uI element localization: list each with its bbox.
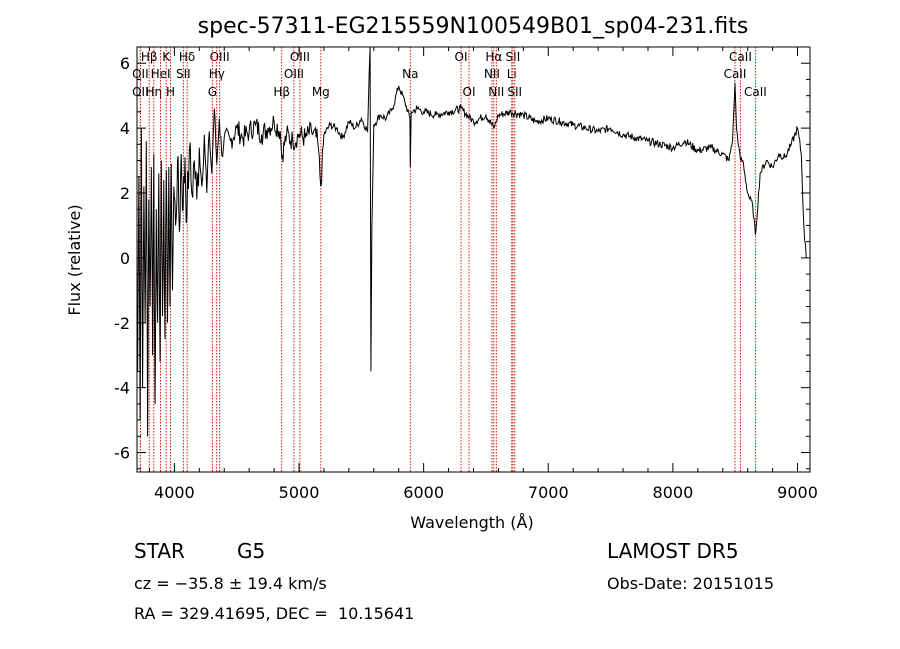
y-tick-label-0: -6 bbox=[114, 444, 130, 463]
line-marker-label-9: OIII bbox=[210, 50, 230, 64]
y-axis-label: Flux (relative) bbox=[65, 204, 84, 315]
line-marker-label-20: SII bbox=[506, 50, 521, 64]
y-tick-label-6: 6 bbox=[120, 54, 130, 73]
x-tick-label-5: 9000 bbox=[777, 483, 818, 502]
line-marker-label-0: Hβ bbox=[141, 50, 158, 64]
line-marker-label-25: CaII bbox=[729, 50, 752, 64]
x-tick-label-0: 4000 bbox=[154, 483, 195, 502]
line-marker-label-23: NII bbox=[488, 85, 504, 99]
line-marker-label-5: HeI bbox=[151, 67, 171, 81]
line-marker-label-19: Hα bbox=[485, 50, 502, 64]
line-marker-label-4: K bbox=[162, 50, 171, 64]
line-marker-label-24: SII bbox=[507, 85, 522, 99]
line-marker-label-26: CaII bbox=[724, 67, 747, 81]
spectrum-line bbox=[137, 46, 807, 437]
line-marker-label-21: NII bbox=[484, 67, 500, 81]
plot-frame bbox=[136, 46, 811, 473]
redshift-cz: cz = −35.8 ± 19.4 km/s bbox=[134, 574, 327, 593]
line-marker-label-27: CaII bbox=[744, 85, 767, 99]
ra-dec-coords: RA = 329.41695, DEC = 10.15641 bbox=[134, 604, 415, 623]
line-marker-label-15: Mg bbox=[312, 85, 330, 99]
object-subclass: G5 bbox=[237, 539, 266, 563]
line-marker-label-16: Na bbox=[402, 67, 418, 81]
line-marker-label-14: Hβ bbox=[273, 85, 290, 99]
line-marker-label-3: Hη bbox=[146, 85, 163, 99]
line-marker-label-22: Li bbox=[507, 67, 517, 81]
x-tick-label-3: 7000 bbox=[528, 483, 569, 502]
survey-label: LAMOST DR5 bbox=[607, 539, 739, 563]
line-marker-label-11: G bbox=[208, 85, 217, 99]
line-marker-label-6: SII bbox=[176, 67, 191, 81]
x-tick-label-4: 8000 bbox=[653, 483, 694, 502]
line-marker-label-10: Hγ bbox=[209, 67, 225, 81]
y-tick-label-4: 2 bbox=[120, 184, 130, 203]
line-marker-label-12: OIII bbox=[290, 50, 310, 64]
line-marker-label-2: OII bbox=[132, 85, 149, 99]
line-marker-label-7: H bbox=[166, 85, 175, 99]
line-marker-label-8: Hδ bbox=[179, 50, 195, 64]
y-tick-label-3: 0 bbox=[120, 249, 130, 268]
obs-date: Obs-Date: 20151015 bbox=[607, 574, 775, 593]
spectrum-series bbox=[137, 46, 807, 437]
line-marker-label-13: OIII bbox=[284, 67, 304, 81]
line-marker-label-18: OI bbox=[463, 85, 476, 99]
y-tick-label-1: -4 bbox=[114, 379, 130, 398]
x-tick-label-2: 6000 bbox=[403, 483, 444, 502]
y-tick-label-5: 4 bbox=[120, 119, 130, 138]
line-marker-label-17: OI bbox=[455, 50, 468, 64]
chart-title: spec-57311-EG215559N100549B01_sp04-231.f… bbox=[198, 14, 749, 39]
x-axis-label: Wavelength (Å) bbox=[410, 513, 533, 532]
axis-ticks: 4000 5000 6000 7000 8000 9000 -6 -4 -2 0 2 4 6 bbox=[114, 46, 818, 502]
object-class: STAR bbox=[134, 539, 185, 563]
y-tick-label-2: -2 bbox=[114, 314, 130, 333]
x-tick-label-1: 5000 bbox=[279, 483, 320, 502]
